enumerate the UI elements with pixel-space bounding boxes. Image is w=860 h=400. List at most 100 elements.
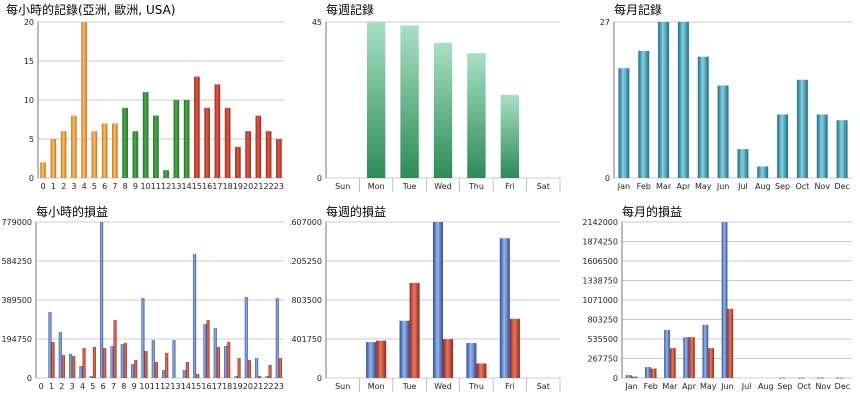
bar xyxy=(265,131,272,178)
y-tick-label: 584250 xyxy=(1,257,32,266)
bar xyxy=(193,253,197,378)
y-tick-label: 15 xyxy=(24,57,34,66)
bar xyxy=(61,354,65,378)
x-tick-label: Thu xyxy=(468,182,484,191)
chart-monthly-pnl: 0 267750 535500 803250 1071000 1338750 1606500… xyxy=(582,218,852,391)
x-tick-label: Jun xyxy=(716,182,730,191)
bar xyxy=(669,348,676,378)
bar xyxy=(100,222,104,378)
y-tick-label: 267750 xyxy=(587,355,618,364)
bar xyxy=(836,377,843,379)
bar xyxy=(182,369,186,378)
y-tick-label: 1071000 xyxy=(582,296,618,305)
bar xyxy=(89,375,93,378)
bar xyxy=(476,363,487,378)
bar xyxy=(69,353,73,378)
bar xyxy=(234,375,238,378)
x-tick-label: 22 xyxy=(263,382,273,391)
x-tick-label: Mar xyxy=(656,182,672,191)
y-tick-label: 1606500 xyxy=(582,257,618,266)
bar xyxy=(376,340,387,378)
x-tick-label: 21 xyxy=(253,382,263,391)
x-tick-label: 4 xyxy=(80,382,85,391)
bar xyxy=(122,107,128,178)
bar xyxy=(366,22,386,178)
y-tick-label: 20 xyxy=(24,18,34,27)
x-tick-label: 18 xyxy=(223,182,233,191)
chart-weekly-pnl: 0 401750 803500 1205250 1607000 Sun Mon Tue Wed T… xyxy=(290,218,561,392)
bar xyxy=(216,346,220,378)
y-tick-label: 5 xyxy=(29,135,34,144)
x-tick-label: 23 xyxy=(274,182,284,191)
x-tick-label: 1 xyxy=(51,182,56,191)
x-tick-label: 2 xyxy=(59,382,64,391)
x-tick-label: Apr xyxy=(682,382,697,391)
x-tick-label: 6 xyxy=(102,182,107,191)
y-tick-label: 803500 xyxy=(291,296,322,305)
x-tick-label: Fri xyxy=(505,382,515,391)
chart-panel-hourly-records: 0 5 10 15 20 0 1 2 3 4 5 6 7 8 9 10 11 12 13 14 15 16 17 18 19 20… xyxy=(0,0,290,200)
bar xyxy=(235,146,241,178)
x-tick-label: 16 xyxy=(202,182,212,191)
bar xyxy=(101,123,108,178)
bar xyxy=(677,22,689,178)
bar xyxy=(618,68,630,178)
x-tick-label: Nov xyxy=(814,182,830,191)
bar xyxy=(92,346,96,378)
bar xyxy=(645,367,651,378)
bar xyxy=(625,375,632,378)
bar xyxy=(268,364,272,378)
bar xyxy=(816,114,828,178)
bar xyxy=(509,318,520,378)
bar xyxy=(151,339,155,378)
bar xyxy=(466,343,477,378)
x-tick-label: 1 xyxy=(49,382,54,391)
x-tick-label: 15 xyxy=(191,382,201,391)
x-tick-label: Aug xyxy=(755,182,771,191)
x-tick-label: 9 xyxy=(133,182,138,191)
bar xyxy=(650,368,657,378)
bar xyxy=(638,50,650,179)
chart-panel-monthly-pnl: 0 267750 535500 803250 1071000 1338750 1606500… xyxy=(570,200,860,400)
bar xyxy=(737,149,749,178)
bar xyxy=(366,342,377,378)
x-tick-label: 10 xyxy=(141,182,151,191)
bar xyxy=(123,342,127,378)
x-tick-label: May xyxy=(700,382,717,391)
bar xyxy=(237,357,241,378)
chart-panel-weekly-records: 0 45 Sun Mon Tue Wed Thu Fri Sat 每週記錄 xyxy=(290,0,570,200)
x-tick-label: Jan xyxy=(624,382,637,391)
x-tick-label: Jan xyxy=(617,182,630,191)
x-tick-label: Sep xyxy=(775,182,790,191)
x-tick-label: 14 xyxy=(181,382,191,391)
bar xyxy=(131,363,135,378)
bar xyxy=(255,115,262,178)
bar xyxy=(196,373,200,378)
x-tick-label: Fri xyxy=(505,182,515,191)
bar xyxy=(82,347,86,378)
y-tick-label: 1205250 xyxy=(290,257,322,266)
x-tick-label: May xyxy=(695,182,712,191)
bar xyxy=(727,308,734,378)
bar xyxy=(244,296,248,378)
y-tick-label: 401750 xyxy=(291,335,322,344)
chart-panel-weekly-pnl: 0 401750 803500 1205250 1607000 Sun Mon Tue Wed T… xyxy=(290,200,570,400)
bar xyxy=(258,375,262,378)
x-tick-label: Jul xyxy=(741,382,752,391)
bar xyxy=(153,115,159,178)
x-tick-label: 10 xyxy=(139,382,149,391)
y-tick-label: 0 xyxy=(613,374,618,383)
x-tick-label: Feb xyxy=(644,382,658,391)
x-tick-label: 5 xyxy=(92,182,97,191)
bar xyxy=(60,131,67,178)
y-tick-label: 1607000 xyxy=(290,218,322,227)
chart-title-monthly-pnl: 每月的損益 xyxy=(622,205,683,219)
y-tick-label: 0 xyxy=(317,174,322,183)
chart-title-monthly-records: 每月記錄 xyxy=(614,3,663,17)
x-tick-label: 18 xyxy=(222,382,232,391)
bar xyxy=(224,345,228,378)
x-tick-label: 11 xyxy=(151,182,161,191)
x-tick-label: 11 xyxy=(150,382,160,391)
bar xyxy=(112,123,118,178)
